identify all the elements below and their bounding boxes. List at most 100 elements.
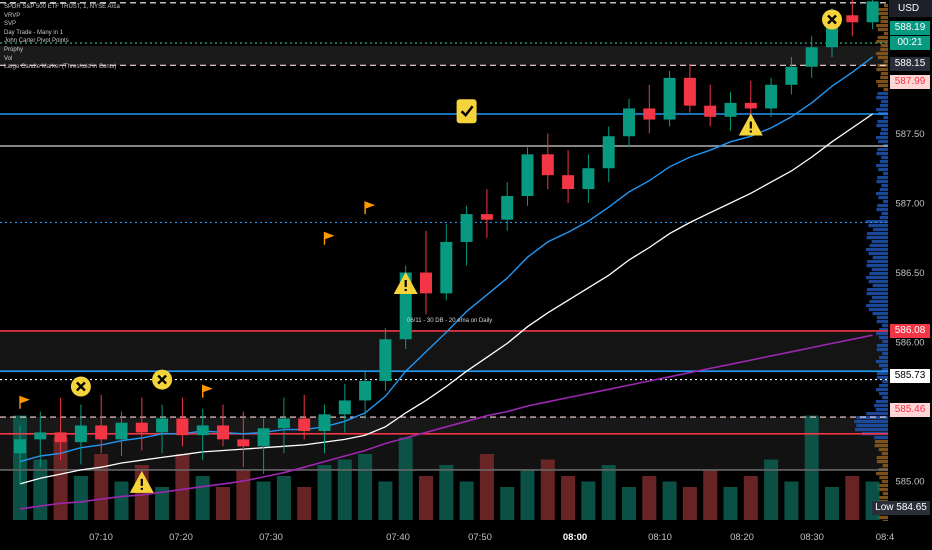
volume-bar xyxy=(378,481,393,520)
price-label: 588.15 xyxy=(890,57,930,71)
volume-bar xyxy=(337,459,352,520)
volume-profile-bar xyxy=(866,412,888,416)
zone-band xyxy=(0,433,888,470)
time-tick-label: 07:10 xyxy=(89,532,113,543)
volume-profile-bar xyxy=(880,44,888,48)
volume-profile-bar xyxy=(876,12,888,16)
volume-bar xyxy=(419,476,433,520)
volume-profile-bar xyxy=(876,344,888,348)
volume-profile-bar xyxy=(854,420,888,424)
volume-profile-bar xyxy=(876,376,888,380)
candle-body xyxy=(805,47,818,67)
volume-bar xyxy=(439,465,454,520)
volume-profile-bar xyxy=(876,136,888,140)
volume-bar xyxy=(195,476,210,520)
time-tick-label: 08:10 xyxy=(648,532,672,543)
candle-body xyxy=(480,214,493,220)
candle-body xyxy=(724,102,737,117)
volume-profile-bar xyxy=(880,76,888,80)
volume-profile-bar xyxy=(880,72,888,76)
volume-bar xyxy=(581,481,596,520)
candle-body xyxy=(663,77,676,120)
price-tick-label: 587.00 xyxy=(895,198,924,209)
volume-profile-bar xyxy=(882,396,888,400)
volume-bar xyxy=(358,454,373,520)
volume-profile-bar xyxy=(883,32,888,36)
check-icon xyxy=(456,99,477,124)
time-tick-label: 07:50 xyxy=(468,532,492,543)
volume-profile-bar xyxy=(868,224,888,228)
volume-profile-bar xyxy=(881,212,888,216)
flag-icon xyxy=(364,201,376,215)
flag-icon xyxy=(202,384,213,398)
volume-bar xyxy=(236,470,251,520)
volume-profile-bar xyxy=(882,380,888,384)
candle-body xyxy=(14,439,26,454)
volume-bar xyxy=(540,459,555,520)
volume-bar xyxy=(764,459,779,520)
candle-body xyxy=(318,414,331,432)
volume-profile-bar xyxy=(877,204,888,208)
volume-profile-bar xyxy=(874,404,888,408)
time-tick-label: 08:20 xyxy=(730,532,754,543)
time-tick-label: 08:30 xyxy=(800,532,824,543)
volume-profile-bar xyxy=(878,496,888,500)
volume-bar xyxy=(622,487,636,520)
volume-profile-bar xyxy=(876,164,888,168)
volume-profile-bar xyxy=(880,20,888,24)
volume-profile-bar xyxy=(876,460,888,464)
volume-bar xyxy=(317,465,332,520)
volume-profile-bar xyxy=(871,296,888,300)
price-label: Low 584.65 xyxy=(872,501,930,515)
legend-indicator[interactable]: Day Trade - Many in 1 xyxy=(4,29,64,36)
legend-indicator[interactable]: SVP xyxy=(4,21,17,28)
legend-indicator[interactable]: John Carter Pivot Points xyxy=(4,38,69,45)
volume-bar xyxy=(398,437,413,520)
candle-body xyxy=(217,425,229,440)
volume-bar xyxy=(256,481,271,520)
candle-body xyxy=(562,175,575,190)
volume-bar xyxy=(784,481,799,520)
volume-profile-bar xyxy=(876,96,888,100)
legend-indicator[interactable]: Large Candle Marker (Threshold in Cents) xyxy=(4,64,117,71)
volume-profile-bar xyxy=(882,340,888,344)
volume-profile-bar xyxy=(876,320,888,324)
volume-profile-bar xyxy=(880,16,888,20)
volume-profile-bar xyxy=(877,28,888,32)
volume-bar xyxy=(276,476,291,520)
volume-profile-bar xyxy=(867,260,888,264)
legend-indicator[interactable]: VRVP xyxy=(4,12,21,19)
volume-profile-bar xyxy=(872,312,888,316)
volume-bar xyxy=(804,415,819,520)
volume-bar xyxy=(561,476,576,520)
candle-body xyxy=(501,196,514,220)
candle-body xyxy=(683,77,696,106)
x-mark-icon xyxy=(157,374,167,385)
volume-profile-bar xyxy=(871,268,888,272)
price-label: 588.19 xyxy=(890,21,930,35)
volume-profile-bar xyxy=(877,8,888,12)
candle-body xyxy=(95,425,108,440)
legend-symbol[interactable]: SPDR S&P 500 ETF TRUST, 1, NYSE Arca xyxy=(4,4,120,10)
vwap-line xyxy=(19,334,873,510)
volume-profile-bar xyxy=(879,476,888,480)
volume-profile-bar xyxy=(881,480,888,484)
volume-profile-bar xyxy=(877,488,888,492)
legend-indicator[interactable]: Prophy xyxy=(4,46,24,53)
volume-bar xyxy=(114,481,129,520)
time-tick-label: 08:00 xyxy=(563,532,587,543)
candle-body xyxy=(623,108,635,137)
volume-profile-bar xyxy=(877,36,888,40)
volume-profile-bar xyxy=(879,328,888,332)
candle-body xyxy=(115,422,128,440)
candle-body xyxy=(521,154,534,197)
volume-profile-bar xyxy=(883,116,888,120)
currency-button[interactable]: USD xyxy=(889,0,932,17)
volume-profile-bar xyxy=(876,332,888,336)
volume-bar xyxy=(216,487,230,520)
volume-profile-bar xyxy=(876,360,888,364)
legend-indicator[interactable]: Vol xyxy=(4,55,13,62)
candle-body xyxy=(582,168,595,190)
